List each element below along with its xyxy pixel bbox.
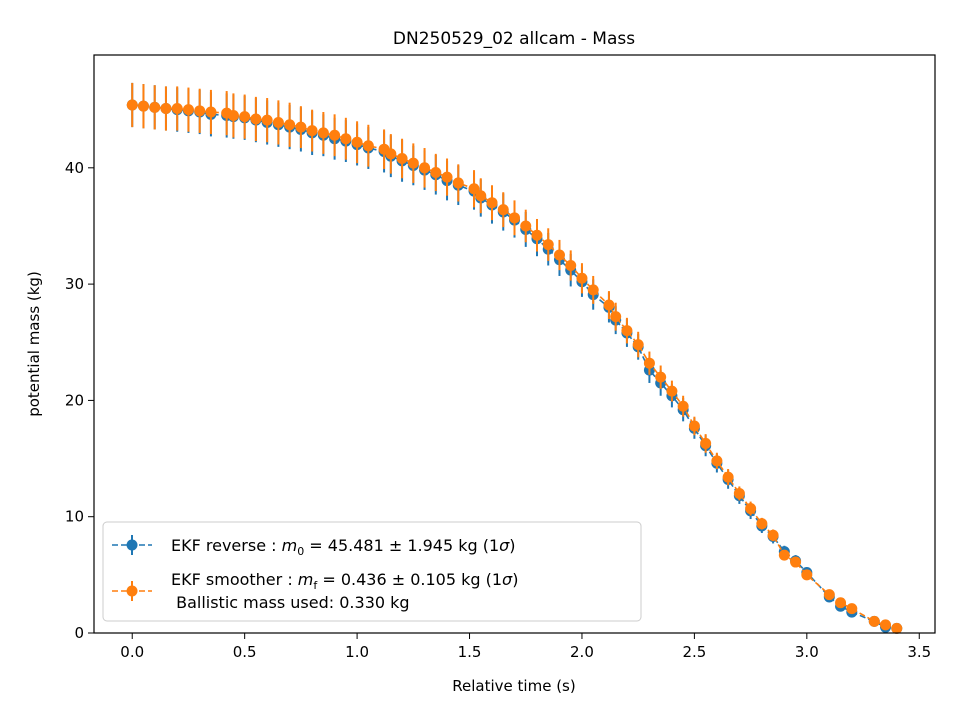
- data-point: [603, 299, 615, 311]
- data-point: [745, 503, 757, 515]
- x-tick-label: 0.0: [120, 643, 144, 661]
- data-point: [835, 597, 847, 609]
- x-tick-label: 2.5: [682, 643, 706, 661]
- y-tick-label: 0: [74, 624, 84, 642]
- data-point: [576, 272, 588, 284]
- data-point: [632, 339, 644, 351]
- legend-label-reverse: EKF reverse : m0 = 45.481 ± 1.945 kg (1σ…: [171, 536, 516, 558]
- data-point: [419, 162, 431, 174]
- y-axis-ticks: 0 10 20 30 40: [65, 159, 94, 642]
- y-axis-label: potential mass (kg): [25, 271, 43, 417]
- data-point: [486, 197, 498, 209]
- legend-label-smoother-line2: Ballistic mass used: 0.330 kg: [171, 593, 410, 612]
- data-point: [542, 239, 554, 251]
- legend-marker-reverse: [126, 539, 138, 551]
- plot-frame: [93, 54, 936, 634]
- legend-entry-reverse: EKF reverse : m0 = 45.481 ± 1.945 kg (1σ…: [112, 535, 516, 558]
- legend-marker-smoother: [126, 585, 138, 597]
- legend-box: [102, 521, 642, 622]
- x-tick-label: 3.0: [795, 643, 819, 661]
- data-point: [891, 622, 903, 634]
- data-point: [475, 190, 487, 202]
- data-point: [643, 357, 655, 369]
- data-point: [160, 102, 172, 114]
- y-tick-label: 40: [65, 159, 84, 177]
- data-point: [149, 101, 161, 113]
- data-point: [531, 229, 543, 241]
- data-point: [329, 129, 341, 141]
- series-layer: [126, 82, 903, 634]
- data-point: [846, 603, 858, 615]
- legend-label-smoother: EKF smoother : mf = 0.436 ± 0.105 kg (1σ…: [171, 570, 518, 592]
- x-tick-label: 1.5: [458, 643, 482, 661]
- data-point: [621, 325, 633, 337]
- x-axis-label: Relative time (s): [452, 677, 575, 695]
- data-point: [295, 121, 307, 133]
- data-point: [340, 133, 352, 145]
- data-point: [509, 212, 520, 224]
- data-point: [778, 549, 790, 561]
- data-point: [880, 619, 892, 631]
- data-point: [468, 183, 480, 195]
- data-point: [677, 400, 689, 412]
- data-point: [171, 102, 183, 114]
- data-point: [666, 385, 678, 397]
- y-tick-label: 10: [65, 508, 84, 526]
- data-point: [801, 569, 813, 581]
- data-point: [126, 99, 138, 111]
- data-point: [306, 125, 318, 137]
- data-point: [137, 100, 149, 112]
- data-point: [553, 249, 565, 261]
- x-tick-label: 1.0: [345, 643, 369, 661]
- x-tick-label: 3.5: [907, 643, 931, 661]
- data-point: [610, 311, 622, 323]
- data-point: [756, 518, 768, 530]
- data-point: [407, 157, 419, 169]
- data-point: [182, 104, 194, 116]
- data-point: [722, 471, 734, 483]
- data-point: [823, 589, 835, 601]
- data-point: [239, 111, 251, 123]
- data-point: [565, 259, 577, 271]
- y-tick-label: 30: [65, 275, 84, 293]
- legend: EKF reverse : m0 = 45.481 ± 1.945 kg (1σ…: [102, 521, 642, 622]
- data-point: [385, 148, 397, 160]
- chart-title: DN250529_02 allcam - Mass: [393, 29, 635, 49]
- x-axis-ticks: 0.0 0.5 1.0 1.5 2.0 2.5 3.0 3.5: [120, 633, 931, 661]
- x-tick-label: 0.5: [233, 643, 257, 661]
- data-point: [227, 109, 239, 121]
- x-tick-label: 2.0: [570, 643, 594, 661]
- data-point: [396, 153, 408, 165]
- data-point: [711, 455, 723, 467]
- data-point: [194, 105, 206, 117]
- data-point: [587, 284, 599, 296]
- data-point: [767, 529, 779, 541]
- data-point: [441, 171, 453, 183]
- data-point: [205, 106, 217, 118]
- series-smoother: [126, 82, 903, 634]
- data-point: [688, 420, 700, 432]
- data-point: [655, 371, 667, 383]
- data-point: [497, 204, 509, 216]
- data-point: [284, 119, 296, 131]
- data-point: [351, 136, 363, 148]
- data-point: [700, 437, 712, 449]
- y-tick-label: 20: [65, 391, 84, 409]
- data-point: [520, 220, 532, 232]
- data-point: [272, 116, 284, 128]
- data-point: [790, 556, 802, 568]
- data-point: [317, 127, 329, 139]
- data-point: [430, 166, 442, 178]
- data-point: [733, 487, 745, 499]
- data-point: [362, 140, 374, 152]
- data-point: [250, 113, 262, 125]
- data-point: [868, 615, 880, 627]
- data-point: [452, 177, 464, 189]
- legend-entry-smoother: EKF smoother : mf = 0.436 ± 0.105 kg (1σ…: [112, 570, 518, 612]
- data-point: [261, 114, 273, 126]
